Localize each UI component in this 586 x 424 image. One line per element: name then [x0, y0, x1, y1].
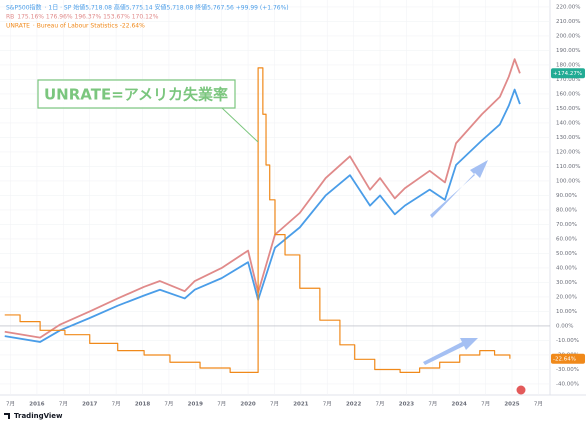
x-tick-label: 2021: [293, 402, 308, 408]
y-tick-label: 40.00%: [556, 265, 577, 271]
y-tick-label: 220.00%: [556, 4, 580, 10]
arrow: [430, 160, 488, 218]
y-tick-label: 100.00%: [556, 178, 580, 184]
x-tick-label: 2017: [82, 402, 97, 408]
y-tick-label: 0.00%: [556, 323, 573, 329]
series-line: [4, 58, 521, 339]
y-tick-label: 170.00%: [556, 77, 580, 83]
event-icon: [516, 385, 526, 395]
y-tick-label: 200.00%: [556, 33, 580, 39]
x-tick-label: 7月: [112, 401, 121, 408]
legend-name: RB: [6, 14, 14, 21]
x-tick-label: 7月: [323, 401, 332, 408]
y-tick-label: 130.00%: [556, 135, 580, 141]
x-tick-label: 2019: [188, 402, 203, 408]
y-tick-label: 180.00%: [556, 62, 580, 68]
annotation-leader: [221, 107, 259, 143]
y-tick-label: 120.00%: [556, 149, 580, 155]
arrow: [423, 338, 478, 365]
x-tick-label: 7月: [164, 401, 173, 408]
y-tick-label: 160.00%: [556, 91, 580, 97]
y-tick-label: -30.00%: [556, 367, 579, 373]
x-tick-label: 7月: [59, 401, 68, 408]
x-tick-label: 2018: [135, 402, 150, 408]
y-tick-label: 190.00%: [556, 48, 580, 54]
y-tick-label: 50.00%: [556, 251, 577, 257]
axes: -40.00%-30.00%-20.00%-10.00%0.00%10.00%2…: [6, 4, 585, 408]
y-tick-label: 10.00%: [556, 309, 577, 315]
legend-detail: · Bureau of Labour Statistics -22.64%: [33, 23, 145, 30]
logo: [4, 413, 10, 419]
y-tick-label: -40.00%: [556, 381, 579, 387]
x-tick-label: 7月: [217, 401, 226, 408]
y-tick-label: -10.00%: [556, 338, 579, 344]
y-tick-label: 80.00%: [556, 207, 577, 213]
x-tick-label: 7月: [270, 401, 279, 408]
x-tick-label: 2016: [29, 402, 44, 408]
x-tick-label: 2022: [346, 402, 361, 408]
y-tick-label: 70.00%: [556, 222, 577, 228]
y-tick-label: 210.00%: [556, 19, 580, 25]
legend-name: S&P500指数: [6, 4, 42, 12]
x-tick-label: 2023: [399, 402, 414, 408]
price-label-badge: [551, 68, 585, 79]
y-tick-label: 110.00%: [556, 164, 580, 170]
y-tick-label: 90.00%: [556, 193, 577, 199]
x-tick-label: 2024: [452, 402, 467, 408]
grid: [0, 0, 550, 395]
series-line: [4, 67, 511, 373]
legend-name: UNRATE: [6, 23, 30, 30]
x-tick-label: 7月: [534, 401, 543, 408]
y-tick-label: 20.00%: [556, 294, 577, 300]
x-tick-label: 7月: [481, 401, 490, 408]
x-tick-label: 7月: [6, 401, 15, 408]
price-label: +174.27%: [553, 71, 582, 77]
watermark: TradingView: [14, 412, 63, 420]
y-tick-label: 140.00%: [556, 120, 580, 126]
annotation-text: UNRATE=アメリカ失業率: [44, 86, 228, 104]
legend-detail: 175.16% 176.96% 196.37% 153.67% 170.12%: [17, 14, 158, 21]
legend: S&P500指数 · 1日 · SP 始値5,718.08 高値5,775.14 …: [6, 4, 289, 30]
price-label: -22.64%: [553, 356, 576, 362]
x-tick-label: 7月: [376, 401, 385, 408]
x-tick-label: 2020: [240, 402, 255, 408]
series-line: [4, 88, 521, 343]
annotation-box: [37, 79, 236, 109]
legend-detail: · 1日 · SP 始値5,718.08 高値5,775.14 安値5,718.…: [45, 4, 289, 12]
x-tick-label: 7月: [428, 401, 437, 408]
plot: [4, 58, 521, 373]
y-tick-label: 150.00%: [556, 106, 580, 112]
y-tick-label: 30.00%: [556, 280, 577, 286]
x-tick-label: 2025: [504, 402, 519, 408]
price-label-badge: [551, 353, 585, 364]
y-tick-label: 60.00%: [556, 236, 577, 242]
